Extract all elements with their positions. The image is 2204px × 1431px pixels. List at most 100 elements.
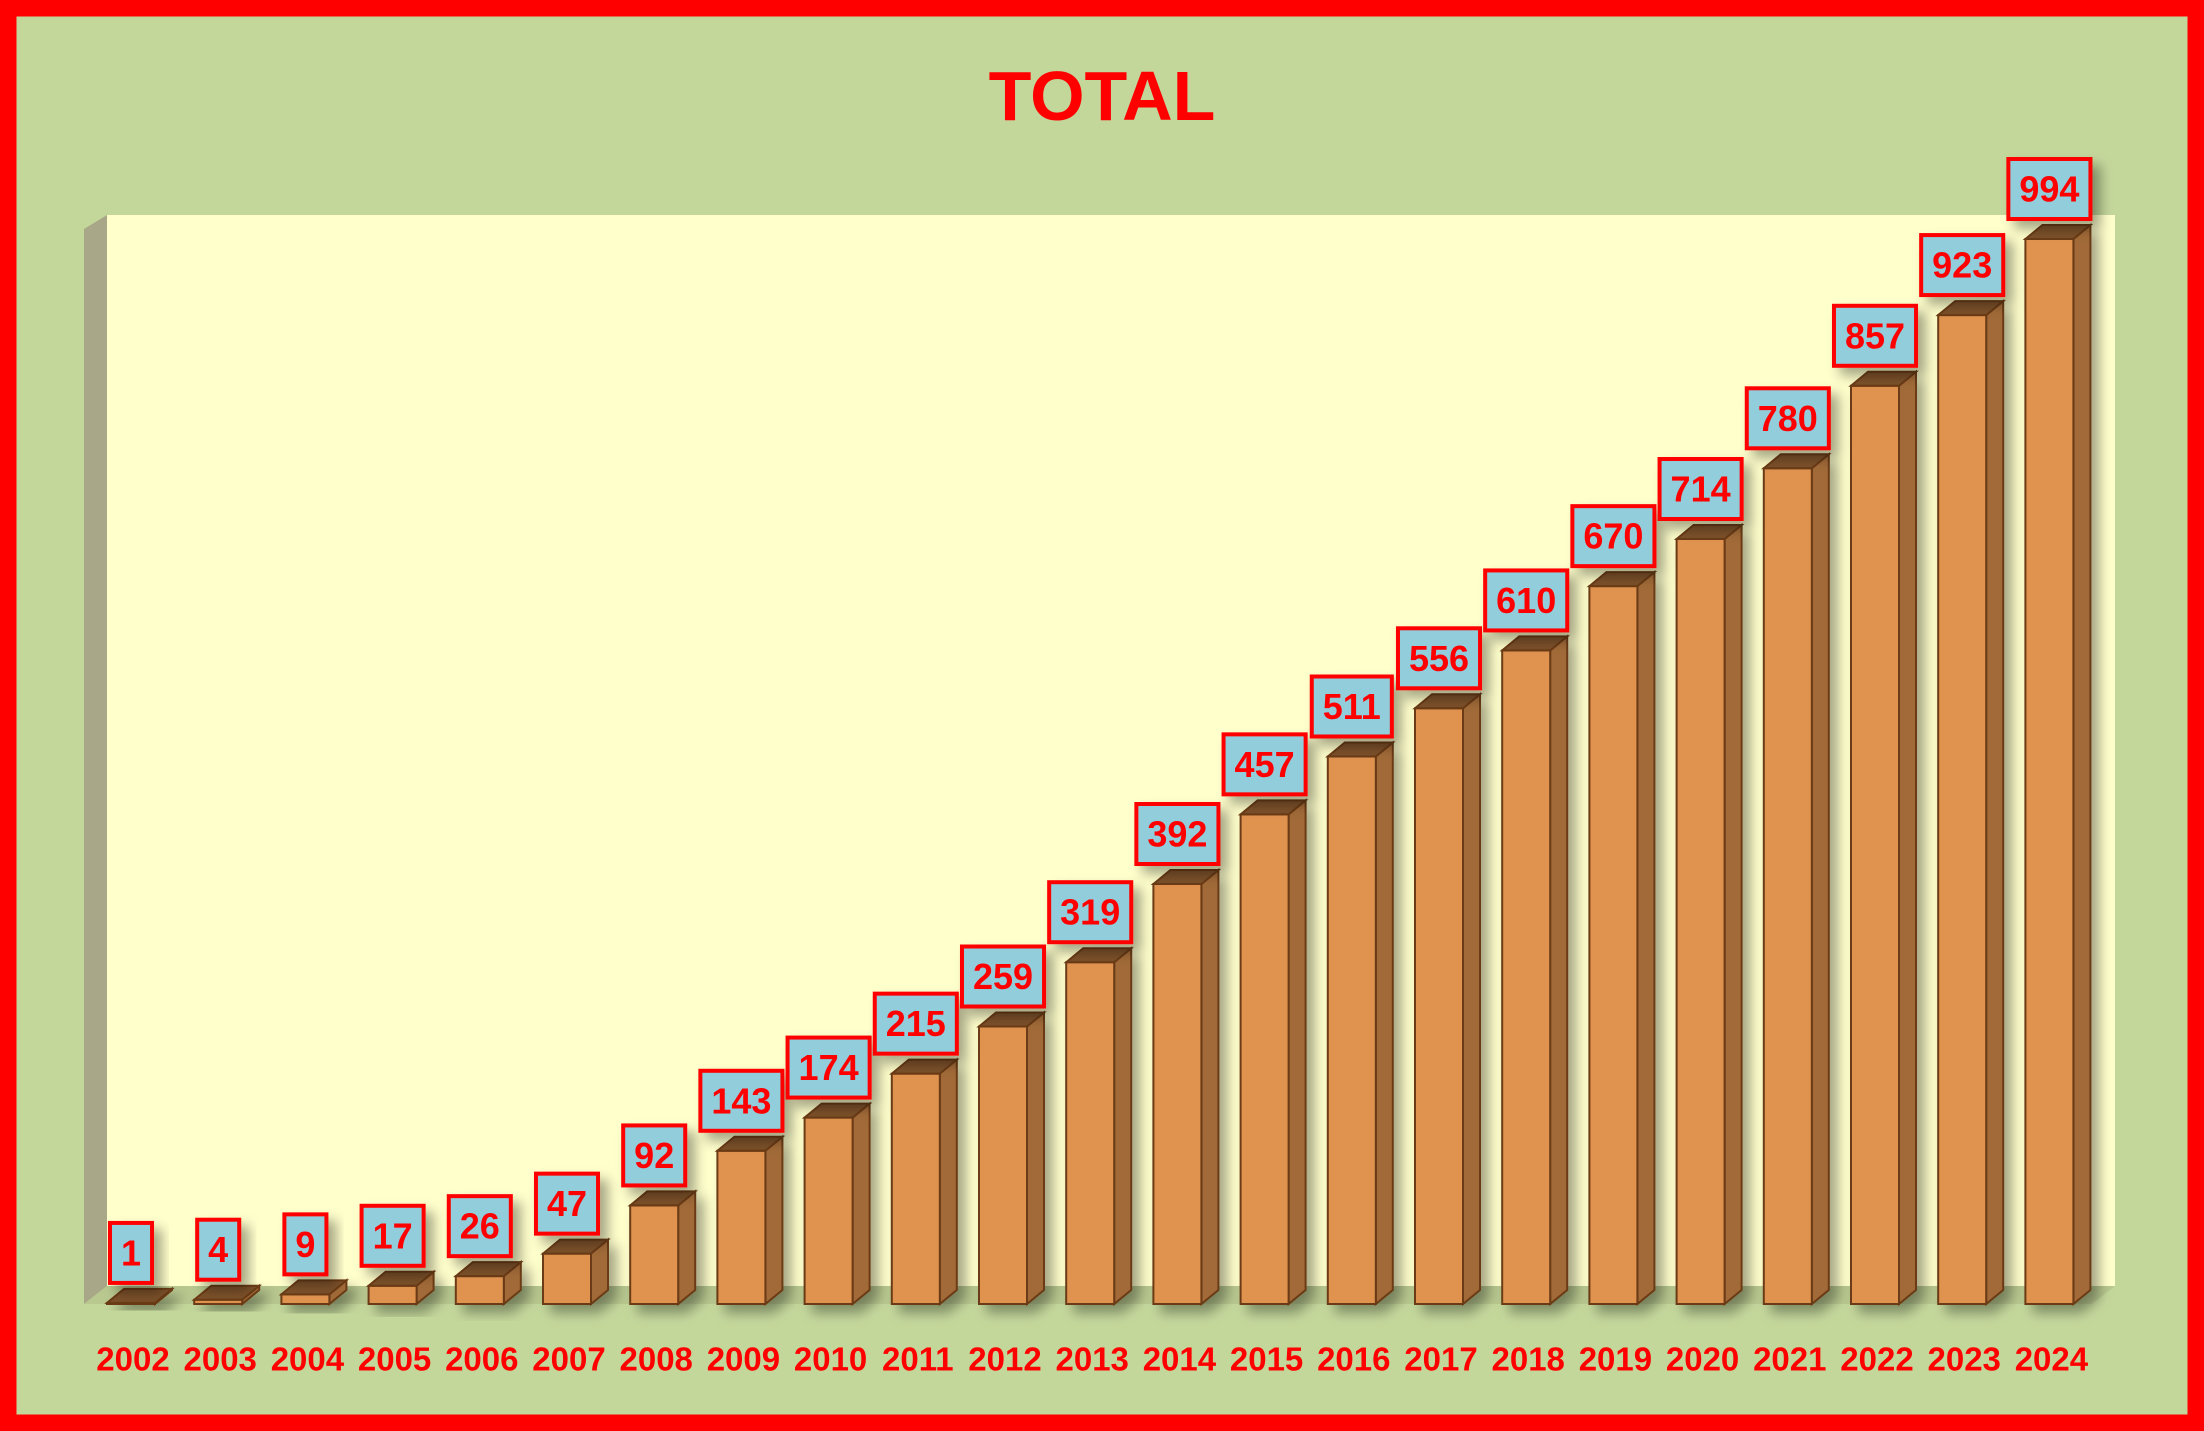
data-label: 319: [1060, 892, 1120, 933]
data-label-box: [1221, 732, 1308, 797]
x-tick-label: 2019: [1579, 1341, 1652, 1378]
x-tick-label: 2022: [1840, 1341, 1913, 1378]
bar-top: [104, 1287, 175, 1304]
data-label: 556: [1409, 638, 1469, 679]
bar-top: [1673, 524, 1745, 540]
bar: [367, 1284, 418, 1306]
x-tick-label: 2009: [707, 1341, 780, 1378]
bar-side: [1810, 452, 1830, 1307]
bar: [1588, 585, 1639, 1305]
data-label-box: [1744, 386, 1831, 451]
x-tick-label: 2005: [358, 1341, 431, 1378]
bar-top: [1150, 869, 1222, 885]
bar-top: [191, 1284, 262, 1301]
bar: [1239, 813, 1290, 1305]
bar-group: [2022, 222, 2094, 1307]
bar-side: [1462, 692, 1481, 1307]
bar: [1850, 384, 1900, 1305]
data-label-box: [282, 1212, 329, 1277]
x-tick-label: 2013: [1055, 1341, 1128, 1378]
bar-side: [938, 1057, 958, 1307]
bar: [716, 1149, 767, 1306]
data-label: 714: [1671, 469, 1731, 510]
bar-group: [104, 1286, 175, 1307]
bar-top: [2022, 224, 2094, 240]
bar-top: [453, 1261, 524, 1278]
x-tick-label: 2006: [445, 1341, 518, 1378]
data-label-box: [107, 1220, 155, 1285]
bar: [803, 1116, 854, 1305]
bar-group: [278, 1278, 350, 1307]
data-label-box: [1831, 303, 1919, 368]
data-label: 26: [460, 1206, 500, 1247]
bar-side: [677, 1189, 697, 1307]
bar-group: [1237, 798, 1309, 1307]
data-label-box: [872, 991, 959, 1056]
x-tick-label: 2004: [271, 1341, 345, 1378]
x-tick-label: 2007: [532, 1341, 605, 1378]
data-label-box: [359, 1203, 426, 1268]
bar-top: [801, 1102, 873, 1119]
bar-side: [1723, 522, 1743, 1307]
x-tick-label: 2008: [619, 1341, 692, 1378]
data-label: 670: [1583, 516, 1643, 557]
bar-side: [1287, 798, 1307, 1307]
bar: [1675, 538, 1726, 1305]
bar-top: [976, 1011, 1047, 1028]
bar-top: [1237, 799, 1309, 816]
bar-top: [627, 1190, 698, 1207]
data-label-box: [1483, 568, 1570, 633]
bar-group: [540, 1237, 611, 1307]
x-tick-label: 2011: [882, 1341, 954, 1378]
data-label: 143: [711, 1080, 771, 1121]
bar-side: [2072, 222, 2092, 1307]
bar-group: [1586, 570, 1658, 1307]
data-label: 4: [208, 1229, 228, 1270]
data-label: 259: [973, 956, 1033, 997]
bar: [978, 1025, 1028, 1305]
bar: [280, 1293, 331, 1306]
bar-side: [1026, 1010, 1045, 1307]
data-label-box: [1309, 674, 1394, 739]
data-label-box: [533, 1171, 601, 1236]
bar: [1326, 755, 1377, 1305]
bar-group: [627, 1189, 698, 1307]
data-label: 610: [1496, 580, 1556, 621]
data-label: 215: [886, 1003, 946, 1044]
bar-top: [1325, 741, 1396, 758]
bar-side: [1113, 946, 1133, 1307]
data-label-box: [698, 1068, 785, 1133]
data-label: 92: [634, 1135, 674, 1176]
data-label-box: [959, 944, 1047, 1009]
bar: [890, 1072, 941, 1305]
bar-top: [1586, 571, 1658, 588]
bar: [454, 1275, 505, 1305]
data-label-box: [1570, 504, 1657, 569]
bar-side: [1200, 867, 1220, 1307]
bar: [1065, 961, 1116, 1305]
bar-side: [1985, 298, 2005, 1307]
bar-group: [1499, 634, 1570, 1307]
data-label-box: [1919, 233, 2006, 298]
bar-top: [714, 1135, 786, 1152]
bar-top: [1761, 453, 1832, 470]
data-label: 994: [2019, 169, 2079, 210]
bar-top: [1848, 370, 1919, 387]
data-label-box: [195, 1217, 242, 1282]
bar-top: [889, 1058, 960, 1075]
chart-title: TOTAL: [989, 57, 1216, 135]
bar-group: [191, 1283, 262, 1307]
bar-group: [1063, 946, 1134, 1307]
bar-top: [1412, 693, 1483, 710]
data-label-box: [1657, 457, 1744, 521]
bar: [629, 1204, 680, 1306]
bar-side: [1636, 570, 1656, 1307]
x-tick-label: 2018: [1491, 1341, 1564, 1378]
bar-group: [714, 1134, 786, 1307]
bar-group: [1150, 867, 1222, 1307]
data-label: 780: [1758, 398, 1818, 439]
bar-group: [1325, 740, 1396, 1307]
bar-group: [1848, 369, 1919, 1307]
bar-top: [540, 1238, 611, 1255]
data-label: 511: [1323, 686, 1381, 727]
